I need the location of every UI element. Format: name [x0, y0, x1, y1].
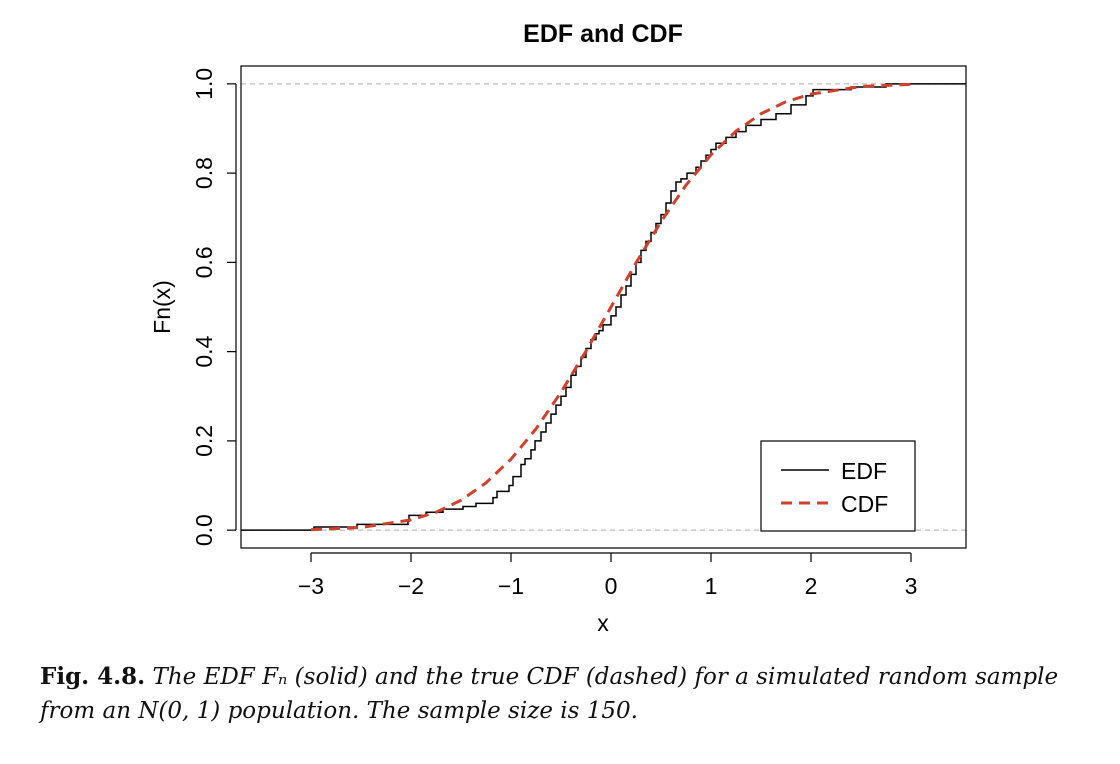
x-tick-label: 2 [805, 573, 818, 599]
caption-label: Fig. 4.8. [40, 663, 146, 690]
plot-frame [240, 65, 967, 549]
y-tick-label: 0.4 [191, 335, 217, 367]
edf-cdf-chart: EDF and CDF −3 −2 −1 0 1 2 3 0.0 0.2 0.4 0.6 0.8 1.… [149, 20, 967, 636]
y-tick-label: 0.6 [191, 246, 217, 278]
y-tick-label: 0.8 [191, 157, 217, 189]
chart-title: EDF and CDF [523, 20, 683, 48]
series-cdf-line [310, 82, 912, 532]
y-tick-label: 0.0 [191, 514, 217, 546]
x-tick-label: −2 [398, 573, 424, 599]
x-tick-label: 1 [705, 573, 718, 599]
series-edf-line [241, 83, 966, 531]
x-tick-label: −1 [498, 573, 524, 599]
figure-caption: Fig. 4.8. The EDF Fₙ (solid) and the tru… [40, 660, 1100, 728]
x-tick-label: 3 [905, 573, 918, 599]
x-axis: −3 −2 −1 0 1 2 3 [298, 552, 918, 599]
legend-cdf-label: CDF [841, 491, 888, 517]
x-axis-label: x [597, 610, 609, 636]
y-axis: 0.0 0.2 0.4 0.6 0.8 1.0 [191, 68, 237, 546]
legend-edf-label: EDF [841, 458, 887, 484]
series-layer [241, 82, 966, 532]
x-tick-label: 0 [605, 573, 618, 599]
legend: EDF CDF [760, 440, 916, 532]
y-axis-label: Fn(x) [149, 280, 175, 334]
x-tick-label: −3 [298, 573, 324, 599]
caption-text: The EDF Fₙ (solid) and the true CDF (das… [40, 664, 1059, 724]
y-tick-label: 1.0 [191, 68, 217, 100]
legend-box [760, 440, 916, 532]
y-tick-label: 0.2 [191, 425, 217, 457]
